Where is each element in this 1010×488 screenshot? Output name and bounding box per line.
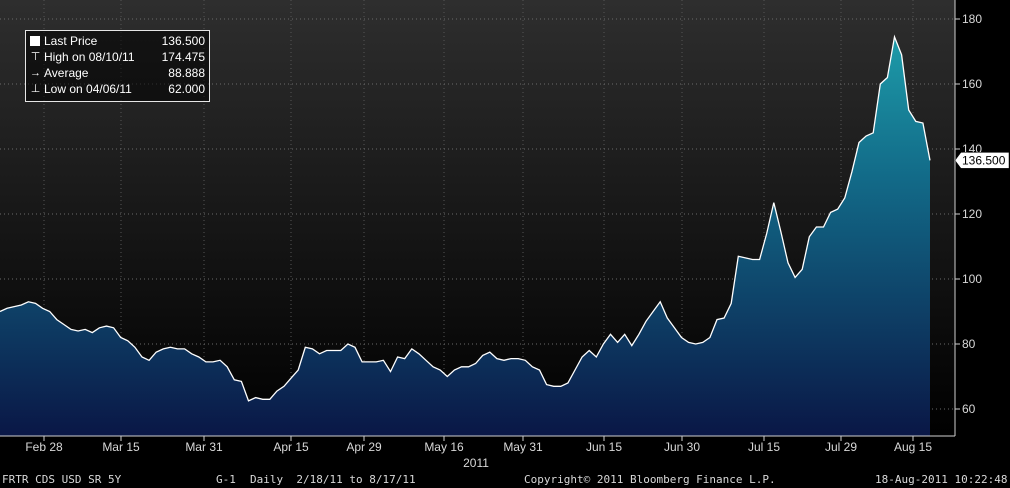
legend-high-value: 174.475 [161,50,205,64]
footer-period: Daily 2/18/11 to 8/17/11 [250,473,416,486]
legend-row-last-price: Last Price 136.500 [30,33,205,49]
x-tick-label: Jun 15 [586,440,622,454]
legend-average-label: Average [44,66,89,80]
xaxis-background [0,436,1010,471]
footer-timestamp: 18-Aug-2011 10:22:48 [875,473,1008,486]
x-tick-label: Apr 15 [273,440,309,454]
x-axis-label: 2011 [463,456,489,470]
last-price-tag-text: 136.500 [962,153,1006,167]
legend-last-price-label: Last Price [44,34,98,48]
axis-background [955,0,1010,471]
x-tick-label: Aug 15 [894,440,932,454]
legend-low-value: 62.000 [168,82,205,96]
legend: Last Price 136.500 ⊤ High on 08/10/11 174… [25,30,210,102]
legend-high-label: High on 08/10/11 [44,50,135,64]
footer-graph-id: G-1 [216,473,236,486]
legend-last-price-value: 136.500 [161,34,205,48]
x-tick-label: May 16 [424,440,464,454]
y-tick-label: 180 [962,12,982,26]
footer-bar: FRTR CDS USD SR 5Y G-1 Daily 2/18/11 to … [0,471,1010,488]
x-tick-label: Jun 30 [664,440,700,454]
y-tick-label: 100 [962,272,982,286]
last-price-tag: 136.500 [954,152,1010,169]
x-tick-label: Apr 29 [346,440,382,454]
legend-row-low: ⊥ Low on 04/06/11 62.000 [30,81,205,97]
last-price-swatch-icon [30,36,40,46]
x-tick-label: Jul 15 [748,440,780,454]
y-tick-label: 160 [962,77,982,91]
series-line [0,34,931,402]
high-marker-icon: ⊤ [30,51,41,63]
footer-copyright: Copyright© 2011 Bloomberg Finance L.P. [524,473,776,486]
x-tick-label: Jul 29 [825,440,857,454]
x-tick-label: Feb 28 [25,440,63,454]
low-marker-icon: ⊥ [30,83,41,95]
legend-row-average: → Average 88.888 [30,65,205,81]
x-tick-label: May 31 [503,440,543,454]
footer-security: FRTR CDS USD SR 5Y [2,473,122,486]
legend-low-label: Low on 04/06/11 [44,82,132,96]
x-tick-label: Mar 15 [102,440,140,454]
x-tick-label: Mar 31 [185,440,223,454]
y-tick-label: 80 [962,337,976,351]
y-tick-label: 120 [962,207,982,221]
legend-average-value: 88.888 [168,66,205,80]
y-tick-label: 60 [962,402,976,416]
series-area [0,36,930,437]
average-marker-icon: → [30,67,41,79]
legend-row-high: ⊤ High on 08/10/11 174.475 [30,49,205,65]
